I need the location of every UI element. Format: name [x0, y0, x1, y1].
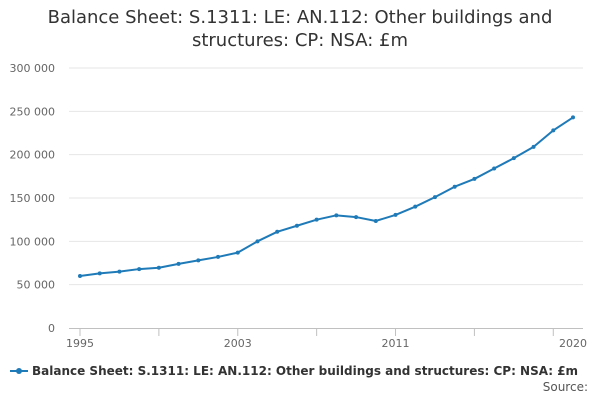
- data-point[interactable]: [216, 254, 221, 259]
- x-axis: 1995 2003 2011 2020: [66, 328, 587, 350]
- source-label: Source:: [542, 380, 588, 394]
- legend-label: Balance Sheet: S.1311: LE: AN.112: Other…: [32, 364, 579, 378]
- data-point[interactable]: [294, 223, 299, 228]
- series-line-layer: [79, 116, 574, 277]
- data-point[interactable]: [393, 212, 398, 217]
- data-point[interactable]: [314, 217, 319, 222]
- data-point[interactable]: [97, 271, 102, 276]
- data-point[interactable]: [334, 213, 339, 218]
- data-point[interactable]: [571, 115, 575, 120]
- data-point[interactable]: [452, 184, 457, 189]
- data-point[interactable]: [511, 156, 516, 161]
- data-point[interactable]: [373, 218, 378, 223]
- series-line: [79, 116, 574, 277]
- y-tick-label: 300 000: [10, 62, 56, 75]
- y-tick-label: 0: [48, 322, 55, 335]
- data-point[interactable]: [196, 258, 201, 263]
- x-tick-label: 1995: [66, 337, 94, 350]
- y-tick-label: 200 000: [10, 149, 56, 162]
- data-point[interactable]: [255, 239, 260, 244]
- data-point[interactable]: [354, 215, 359, 220]
- data-point[interactable]: [551, 128, 556, 133]
- data-point[interactable]: [432, 195, 437, 200]
- legend-swatch-icon: [10, 365, 28, 377]
- data-point[interactable]: [235, 250, 240, 255]
- y-tick-label: 100 000: [10, 235, 56, 248]
- data-point[interactable]: [413, 204, 418, 209]
- x-tick-label: 2003: [224, 337, 252, 350]
- data-point[interactable]: [156, 265, 161, 270]
- data-point[interactable]: [275, 229, 280, 234]
- data-point[interactable]: [176, 261, 181, 266]
- data-point[interactable]: [531, 144, 536, 149]
- grid-lines: [69, 67, 583, 286]
- data-point[interactable]: [137, 267, 142, 272]
- x-tick-label: 2011: [382, 337, 410, 350]
- x-tick-label: 2020: [559, 337, 587, 350]
- data-point[interactable]: [117, 269, 122, 274]
- y-tick-label: 50 000: [17, 279, 56, 292]
- y-tick-label: 250 000: [10, 105, 56, 118]
- data-points: [78, 115, 575, 278]
- legend[interactable]: Balance Sheet: S.1311: LE: AN.112: Other…: [10, 362, 578, 380]
- data-point[interactable]: [78, 274, 82, 278]
- chart-title: Balance Sheet: S.1311: LE: AN.112: Other…: [47, 7, 553, 51]
- y-tick-label: 150 000: [10, 192, 56, 205]
- data-point[interactable]: [472, 176, 477, 181]
- y-axis-ticks: 0 50 000 100 000 150 000 200 000 250 000 300 0…: [10, 62, 56, 335]
- data-point[interactable]: [492, 166, 497, 171]
